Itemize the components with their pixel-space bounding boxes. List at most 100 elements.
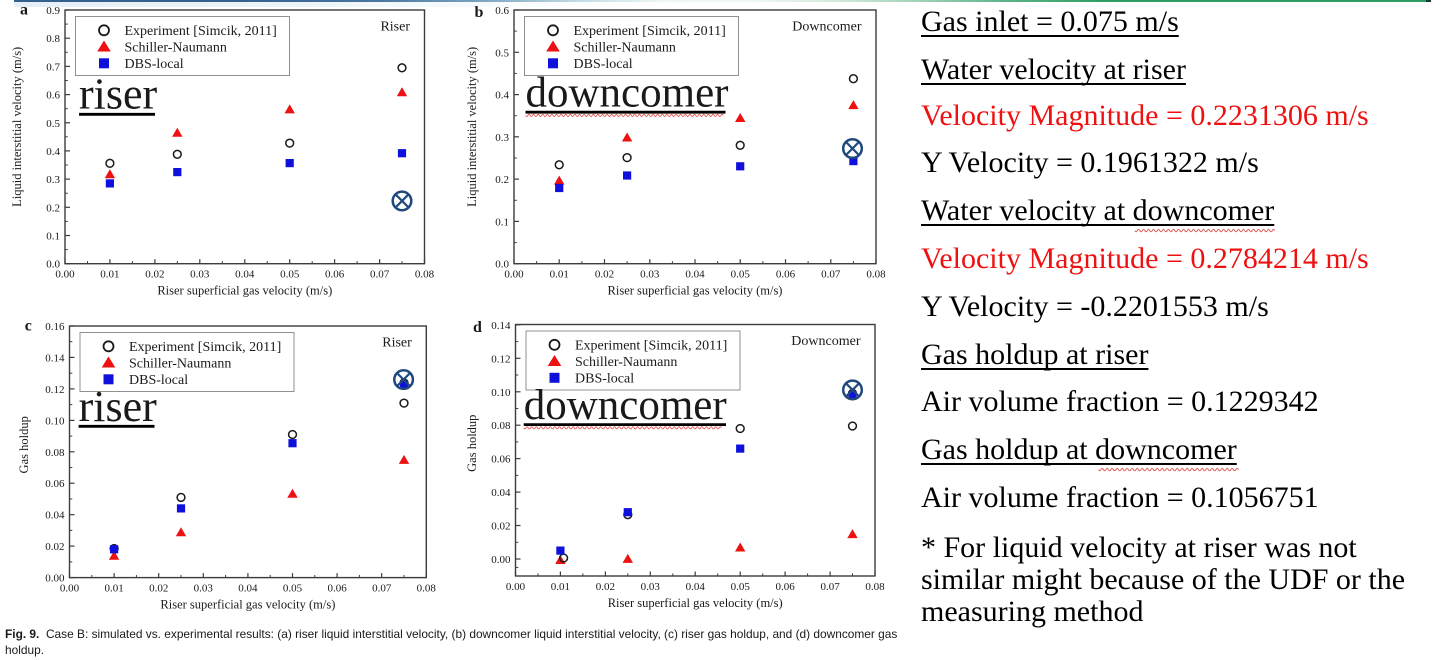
svg-text:0.00: 0.00 [60,583,80,595]
svg-text:Liquid interstitial velocity (: Liquid interstitial velocity (m/s) [465,47,479,207]
svg-text:Schiller-Naumann: Schiller-Naumann [125,41,227,56]
svg-text:0.02: 0.02 [45,541,64,553]
svg-text:0.10: 0.10 [45,415,65,427]
svg-text:Gas holdup: Gas holdup [465,415,479,472]
svg-text:0.00: 0.00 [504,269,524,281]
svg-text:0.1: 0.1 [495,216,509,228]
svg-text:0.06: 0.06 [327,583,347,595]
svg-text:Riser: Riser [380,20,410,35]
svg-text:Riser superficial gas velocity: Riser superficial gas velocity (m/s) [608,596,783,610]
svg-text:0.05: 0.05 [731,581,751,593]
svg-text:DBS-local: DBS-local [575,372,634,387]
svg-text:b: b [475,4,484,21]
svg-text:0.2: 0.2 [46,202,60,214]
svg-text:0.06: 0.06 [325,269,345,281]
svg-text:0.3: 0.3 [495,132,509,144]
svg-text:0.10: 0.10 [491,387,511,399]
svg-text:0.08: 0.08 [866,269,886,281]
svg-text:0.02: 0.02 [596,581,615,593]
svg-text:Riser superficial gas velocity: Riser superficial gas velocity (m/s) [157,284,332,298]
svg-text:0.0: 0.0 [495,259,509,271]
svg-text:Experiment [Simcik, 2011]: Experiment [Simcik, 2011] [574,24,726,39]
svg-text:0.03: 0.03 [190,269,210,281]
svg-text:0.3: 0.3 [46,174,60,186]
svg-text:0.06: 0.06 [491,454,511,466]
svg-text:0.06: 0.06 [45,478,65,490]
svg-text:0.00: 0.00 [55,269,75,281]
svg-text:DBS-local: DBS-local [125,57,184,72]
svg-text:d: d [473,319,482,336]
svg-text:0.03: 0.03 [194,583,214,595]
svg-text:0.00: 0.00 [506,581,526,593]
svg-text:0.07: 0.07 [370,269,390,281]
svg-text:0.04: 0.04 [45,510,65,522]
svg-text:0.14: 0.14 [45,352,65,364]
svg-text:DBS-local: DBS-local [129,373,188,388]
svg-text:Liquid interstitial velocity (: Liquid interstitial velocity (m/s) [10,47,24,207]
svg-text:c: c [25,318,32,335]
svg-text:Downcomer: Downcomer [792,20,862,35]
svg-text:0.02: 0.02 [595,269,614,281]
svg-text:0.6: 0.6 [495,5,509,17]
svg-text:0.08: 0.08 [415,269,435,281]
svg-text:0.04: 0.04 [235,269,255,281]
svg-text:0.7: 0.7 [46,61,60,73]
svg-text:0.06: 0.06 [775,581,795,593]
svg-text:0.08: 0.08 [865,581,885,593]
svg-text:0.00: 0.00 [45,573,65,585]
svg-text:0.2: 0.2 [495,174,509,186]
svg-text:a: a [20,2,28,19]
svg-text:0.03: 0.03 [640,269,660,281]
svg-text:0.02: 0.02 [149,583,168,595]
svg-text:0.5: 0.5 [495,47,509,59]
svg-text:0.03: 0.03 [641,581,661,593]
svg-text:Gas holdup: Gas holdup [17,416,31,473]
svg-text:Riser superficial gas velocity: Riser superficial gas velocity (m/s) [608,284,783,298]
svg-text:Downcomer: Downcomer [791,334,861,349]
svg-text:0.0: 0.0 [46,259,60,271]
svg-text:0.1: 0.1 [46,231,60,243]
svg-text:0.07: 0.07 [372,583,392,595]
svg-text:0.8: 0.8 [46,33,60,45]
svg-text:0.12: 0.12 [45,384,64,396]
svg-text:0.04: 0.04 [686,581,706,593]
svg-text:0.04: 0.04 [238,583,258,595]
svg-text:0.4: 0.4 [495,90,509,102]
svg-text:0.4: 0.4 [46,146,60,158]
svg-text:0.01: 0.01 [551,581,570,593]
svg-text:0.04: 0.04 [491,487,511,499]
svg-text:DBS-local: DBS-local [574,57,633,72]
svg-text:0.01: 0.01 [104,583,123,595]
svg-text:0.07: 0.07 [821,269,841,281]
svg-text:0.16: 0.16 [45,321,65,333]
svg-text:0.04: 0.04 [685,269,705,281]
svg-text:Schiller-Naumann: Schiller-Naumann [574,41,676,56]
svg-text:riser: riser [79,382,158,431]
svg-text:Experiment [Simcik, 2011]: Experiment [Simcik, 2011] [575,339,727,354]
svg-text:Schiller-Naumann: Schiller-Naumann [129,357,231,372]
svg-text:0.02: 0.02 [491,521,510,533]
svg-text:0.05: 0.05 [280,269,300,281]
svg-text:0.08: 0.08 [45,447,65,459]
svg-text:Experiment [Simcik, 2011]: Experiment [Simcik, 2011] [125,24,277,39]
svg-text:0.08: 0.08 [417,583,437,595]
svg-text:0.05: 0.05 [731,269,751,281]
svg-text:Experiment [Simcik, 2011]: Experiment [Simcik, 2011] [129,340,281,355]
svg-text:0.08: 0.08 [491,420,511,432]
svg-text:0.6: 0.6 [46,90,60,102]
svg-text:riser: riser [79,70,158,119]
svg-text:Riser: Riser [382,336,412,351]
svg-text:0.12: 0.12 [491,353,510,365]
svg-text:0.5: 0.5 [46,118,60,130]
svg-text:0.14: 0.14 [491,320,511,332]
svg-text:0.07: 0.07 [820,581,840,593]
svg-text:0.00: 0.00 [491,554,511,566]
svg-text:0.06: 0.06 [776,269,796,281]
svg-text:Schiller-Naumann: Schiller-Naumann [575,355,677,370]
svg-text:0.9: 0.9 [46,5,60,17]
svg-text:0.05: 0.05 [283,583,303,595]
svg-text:0.02: 0.02 [145,269,164,281]
svg-text:0.01: 0.01 [100,269,119,281]
svg-text:downcomer: downcomer [524,382,727,429]
svg-text:Riser superficial gas velocity: Riser superficial gas velocity (m/s) [160,598,335,612]
